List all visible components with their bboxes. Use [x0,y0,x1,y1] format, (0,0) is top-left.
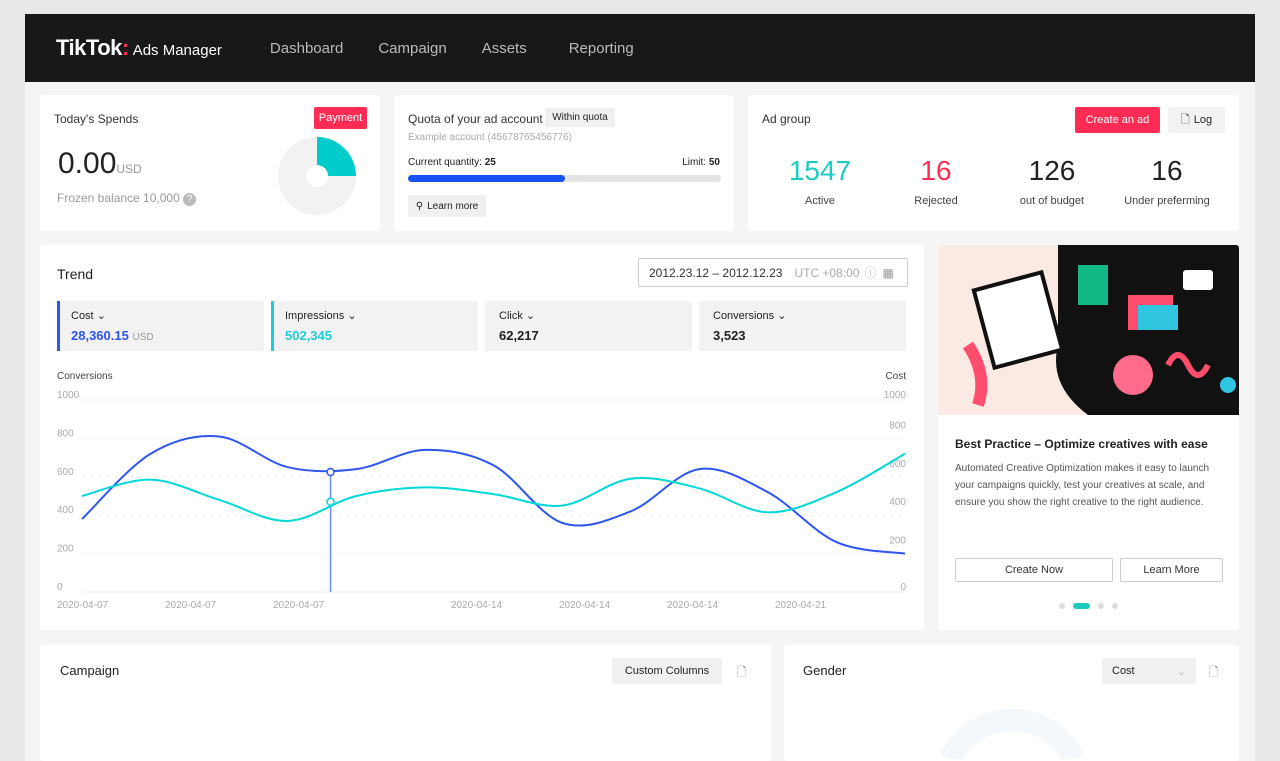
lightbulb-icon: ⚲ [415,200,424,212]
calendar-icon: ▦ [882,265,894,280]
export-icon[interactable]: 🗋 [1209,665,1219,679]
payment-button[interactable]: Payment [314,107,367,129]
metric-impressions[interactable]: Impressions ⌄ 502,345 [271,301,478,351]
carousel-dot[interactable] [1059,603,1065,609]
y-tick-right: 600 [889,459,906,470]
carousel-dot[interactable] [1112,603,1118,609]
gender-metric-select[interactable]: Cost ⌄ [1102,658,1196,684]
current-quantity: 25 [484,157,496,168]
document-icon: 🗋 [1180,113,1190,126]
y-tick-right: 400 [889,497,906,508]
export-icon[interactable]: 🗋 [737,665,747,679]
y-tick-left: 600 [57,467,74,478]
trend-title: Trend [57,266,94,282]
active-metric-marker [271,301,274,351]
spends-title: Today's Spends [54,112,139,126]
nav-reporting[interactable]: Reporting [568,39,634,57]
y-tick-left: 400 [57,505,74,516]
top-nav: TikTok: Ads Manager Dashboard Campaign As… [25,14,1255,82]
spend-pie [278,137,356,215]
pie-slice [317,137,356,176]
y-axis-label-right: Cost [885,371,906,382]
chevron-down-icon: ⌄ [96,310,106,322]
chevron-down-icon: ⌄ [525,310,536,322]
y-tick-right: 1000 [884,390,907,401]
x-tick-label: 2020-04-07 [57,600,109,611]
spend-currency: USD [116,162,142,176]
hover-point[interactable] [326,497,335,507]
create-ad-button[interactable]: Create an ad [1075,107,1160,133]
x-tick-label: 2020-04-07 [165,600,217,611]
promo-illustration [938,245,1239,415]
frozen-balance: Frozen balance 10,000 [57,191,180,205]
gender-card: Gender Cost ⌄ 🗋 [784,645,1239,761]
custom-columns-button[interactable]: Custom Columns [612,658,722,684]
stat-out-of-budget[interactable]: 126 out of budget [1019,155,1085,207]
y-tick-left: 1000 [57,390,80,401]
trend-chart[interactable]: Conversions Cost 0 0 200 200 400 400 600 600 800 80… [40,365,924,625]
y-axis-label-left: Conversions [57,371,113,382]
spend-amount: 0.00 [58,147,117,180]
nav-assets[interactable]: Assets [481,39,527,57]
chevron-down-icon: ⌄ [1176,665,1186,678]
metric-cost[interactable]: Cost ⌄ 28,360.15 USD [57,301,264,351]
x-tick-label: 2020-04-14 [451,600,503,611]
help-icon: ⓘ [864,266,877,280]
log-button[interactable]: 🗋 Log [1168,107,1225,133]
y-tick-right: 200 [889,536,906,547]
hover-point[interactable] [326,467,335,477]
quota-progress [408,175,721,182]
nav-dashboard[interactable]: Dashboard [269,39,344,57]
gender-title: Gender [803,663,847,678]
app: TikTok: Ads Manager Dashboard Campaign As… [25,14,1255,761]
x-tick-label: 2020-04-14 [559,600,611,611]
current-label: Current quantity: [408,157,482,168]
y-tick-left: 800 [57,428,74,439]
spends-card: Today's Spends Payment 0.00USD Frozen ba… [40,95,380,231]
help-icon[interactable]: ? [183,193,197,206]
account-name: Example account (45678765456776) [408,132,573,143]
learn-more-button[interactable]: Learn More [1120,558,1223,582]
stat-active[interactable]: 1547 Active [788,155,852,207]
campaign-title: Campaign [60,663,120,678]
chevron-down-icon: ⌄ [777,310,787,322]
y-tick-right: 0 [900,582,906,593]
gender-donut [940,709,1084,759]
quota-card: Quota of your ad account Within quota Ex… [394,95,734,231]
chevron-down-icon: ⌄ [347,310,357,322]
carousel-dot[interactable] [1098,603,1104,609]
date-range-picker[interactable]: 2012.23.12 – 2012.12.23 UTC +08:00 ⓘ ▦ [638,258,908,287]
quota-title: Quota of your ad account [408,112,543,126]
metric-conversions[interactable]: Conversions ⌄ 3,523 [699,301,906,351]
promo-title: Best Practice – Optimize creatives with … [955,437,1208,451]
limit-value: 50 [708,157,720,168]
y-tick-left: 200 [57,544,74,555]
logo[interactable]: TikTok: Ads Manager [56,35,222,60]
quota-progress-fill [408,175,565,182]
x-tick-label: 2020-04-21 [775,600,827,611]
learn-more-button[interactable]: ⚲ Learn more [408,195,486,217]
y-tick-left: 0 [57,582,63,593]
nav-campaign[interactable]: Campaign [378,39,447,57]
carousel-dots [938,603,1239,609]
x-tick-label: 2020-04-14 [667,600,719,611]
promo-body: Automated Creative Optimization makes it… [955,463,1210,508]
create-now-button[interactable]: Create Now [955,558,1113,582]
quota-badge: Within quota [545,108,615,127]
adgroup-title: Ad group [762,112,811,126]
series-line-1 [81,452,906,522]
promo-card: Best Practice – Optimize creatives with … [938,245,1239,630]
stat-underperforming[interactable]: 16 Under preferming [1124,155,1210,207]
metric-click[interactable]: Click ⌄ 62,217 [485,301,692,351]
trend-card: Trend 2012.23.12 – 2012.12.23 UTC +08:00 ⓘ… [40,245,924,630]
y-tick-right: 800 [889,420,906,431]
active-metric-marker [57,301,60,351]
limit-label: Limit: [682,157,707,168]
carousel-dot[interactable] [1073,603,1090,609]
adgroup-card: Ad group Create an ad 🗋 Log 1547 Active 16… [748,95,1239,231]
stat-rejected[interactable]: 16 Rejected [914,155,958,207]
x-tick-label: 2020-04-07 [273,600,325,611]
campaign-card: Campaign Custom Columns 🗋 [40,645,771,761]
series-line-0 [81,435,906,555]
